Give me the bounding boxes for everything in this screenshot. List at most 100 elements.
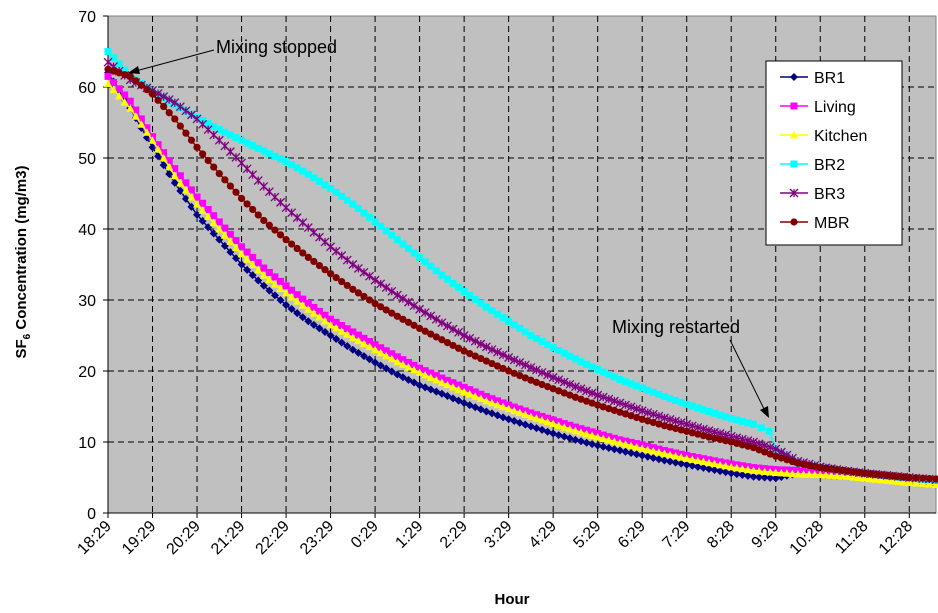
data-point: [299, 295, 307, 303]
data-point: [811, 462, 819, 471]
data-point: [271, 273, 279, 281]
data-point: [749, 466, 758, 474]
data-point: [204, 212, 213, 221]
data-point: [504, 353, 514, 362]
data-point: [343, 281, 351, 290]
data-point: [627, 441, 636, 450]
data-point: [271, 226, 279, 234]
data-point: [554, 421, 563, 429]
data-point: [588, 440, 597, 449]
data-point: [399, 315, 407, 323]
legend-box: [765, 60, 903, 246]
data-point: [716, 435, 724, 444]
data-point: [298, 301, 307, 309]
data-point: [460, 387, 469, 396]
data-point: [421, 327, 429, 335]
annotations: Mixing stopped Mixing restarted: [128, 37, 769, 418]
data-point: [170, 98, 180, 108]
data-point: [488, 395, 496, 403]
data-point: [565, 424, 574, 433]
x-tick-label: 2:29: [437, 518, 471, 552]
data-point: [559, 377, 569, 387]
x-axis: 18:29 19:29 20:29 21:29 22:29 23:29 0:29 1:29 2:…: [74, 512, 936, 558]
data-point: [615, 398, 625, 408]
data-point: [676, 418, 686, 428]
data-point: [638, 384, 646, 392]
data-point: [420, 308, 430, 318]
data-point: [604, 435, 613, 444]
data-point: [460, 347, 468, 355]
data-point: [126, 97, 134, 105]
data-point: [443, 339, 452, 347]
data-point: [210, 163, 218, 171]
data-point: [660, 449, 669, 457]
data-point: [521, 328, 529, 336]
data-point: [566, 352, 574, 360]
data-point: [677, 398, 685, 406]
data-point: [104, 48, 112, 55]
y-tick-label: 0: [87, 506, 96, 523]
data-point: [510, 321, 518, 329]
data-point: [259, 271, 268, 279]
data-point: [226, 248, 235, 257]
data-point: [526, 362, 536, 372]
data-point: [354, 348, 363, 357]
data-point: [231, 243, 240, 252]
data-point: [704, 458, 713, 467]
data-point: [365, 342, 374, 351]
data-point: [777, 468, 786, 477]
data-point: [704, 426, 714, 436]
data-point: [410, 249, 418, 257]
data-point: [799, 460, 808, 468]
data-point: [538, 380, 546, 389]
data-point: [905, 478, 914, 486]
data-point: [637, 406, 647, 416]
data-point: [622, 378, 629, 386]
data-point: [605, 405, 613, 413]
data-point: [577, 358, 585, 366]
data-point: [238, 243, 246, 251]
data-point: [232, 237, 240, 245]
data-point: [265, 150, 273, 158]
data-point: [154, 152, 163, 161]
data-point: [894, 472, 902, 481]
data-point: [426, 373, 435, 381]
data-point: [110, 54, 118, 62]
data-point: [165, 157, 173, 165]
data-point: [382, 306, 390, 314]
data-point: [844, 472, 853, 481]
data-point: [170, 171, 179, 180]
x-tick-label: 23:29: [297, 518, 337, 558]
data-point: [749, 472, 758, 481]
data-point: [260, 216, 268, 225]
data-point: [276, 296, 285, 305]
data-point: [287, 305, 296, 314]
data-point: [382, 347, 390, 355]
data-point: [332, 188, 340, 196]
data-point: [755, 473, 764, 482]
data-point: [888, 476, 897, 485]
data-point: [498, 350, 508, 360]
data-point: [377, 344, 385, 352]
data-point: [371, 345, 380, 354]
data-point: [176, 178, 185, 187]
data-point: [582, 438, 591, 447]
data-point: [160, 149, 168, 157]
y-tick-label: 30: [78, 293, 96, 310]
data-point: [360, 292, 368, 301]
data-point: [282, 300, 291, 309]
data-point: [321, 181, 329, 189]
data-point: [766, 467, 775, 476]
data-point: [794, 459, 802, 467]
data-point: [171, 165, 179, 173]
data-point: [142, 128, 151, 136]
data-point: [193, 143, 201, 151]
data-point: [466, 291, 474, 299]
data-point: [315, 177, 323, 185]
data-point: [304, 170, 312, 178]
data-point: [593, 390, 603, 400]
data-point: [805, 470, 814, 478]
data-point: [342, 255, 352, 265]
data-point: [104, 65, 112, 73]
